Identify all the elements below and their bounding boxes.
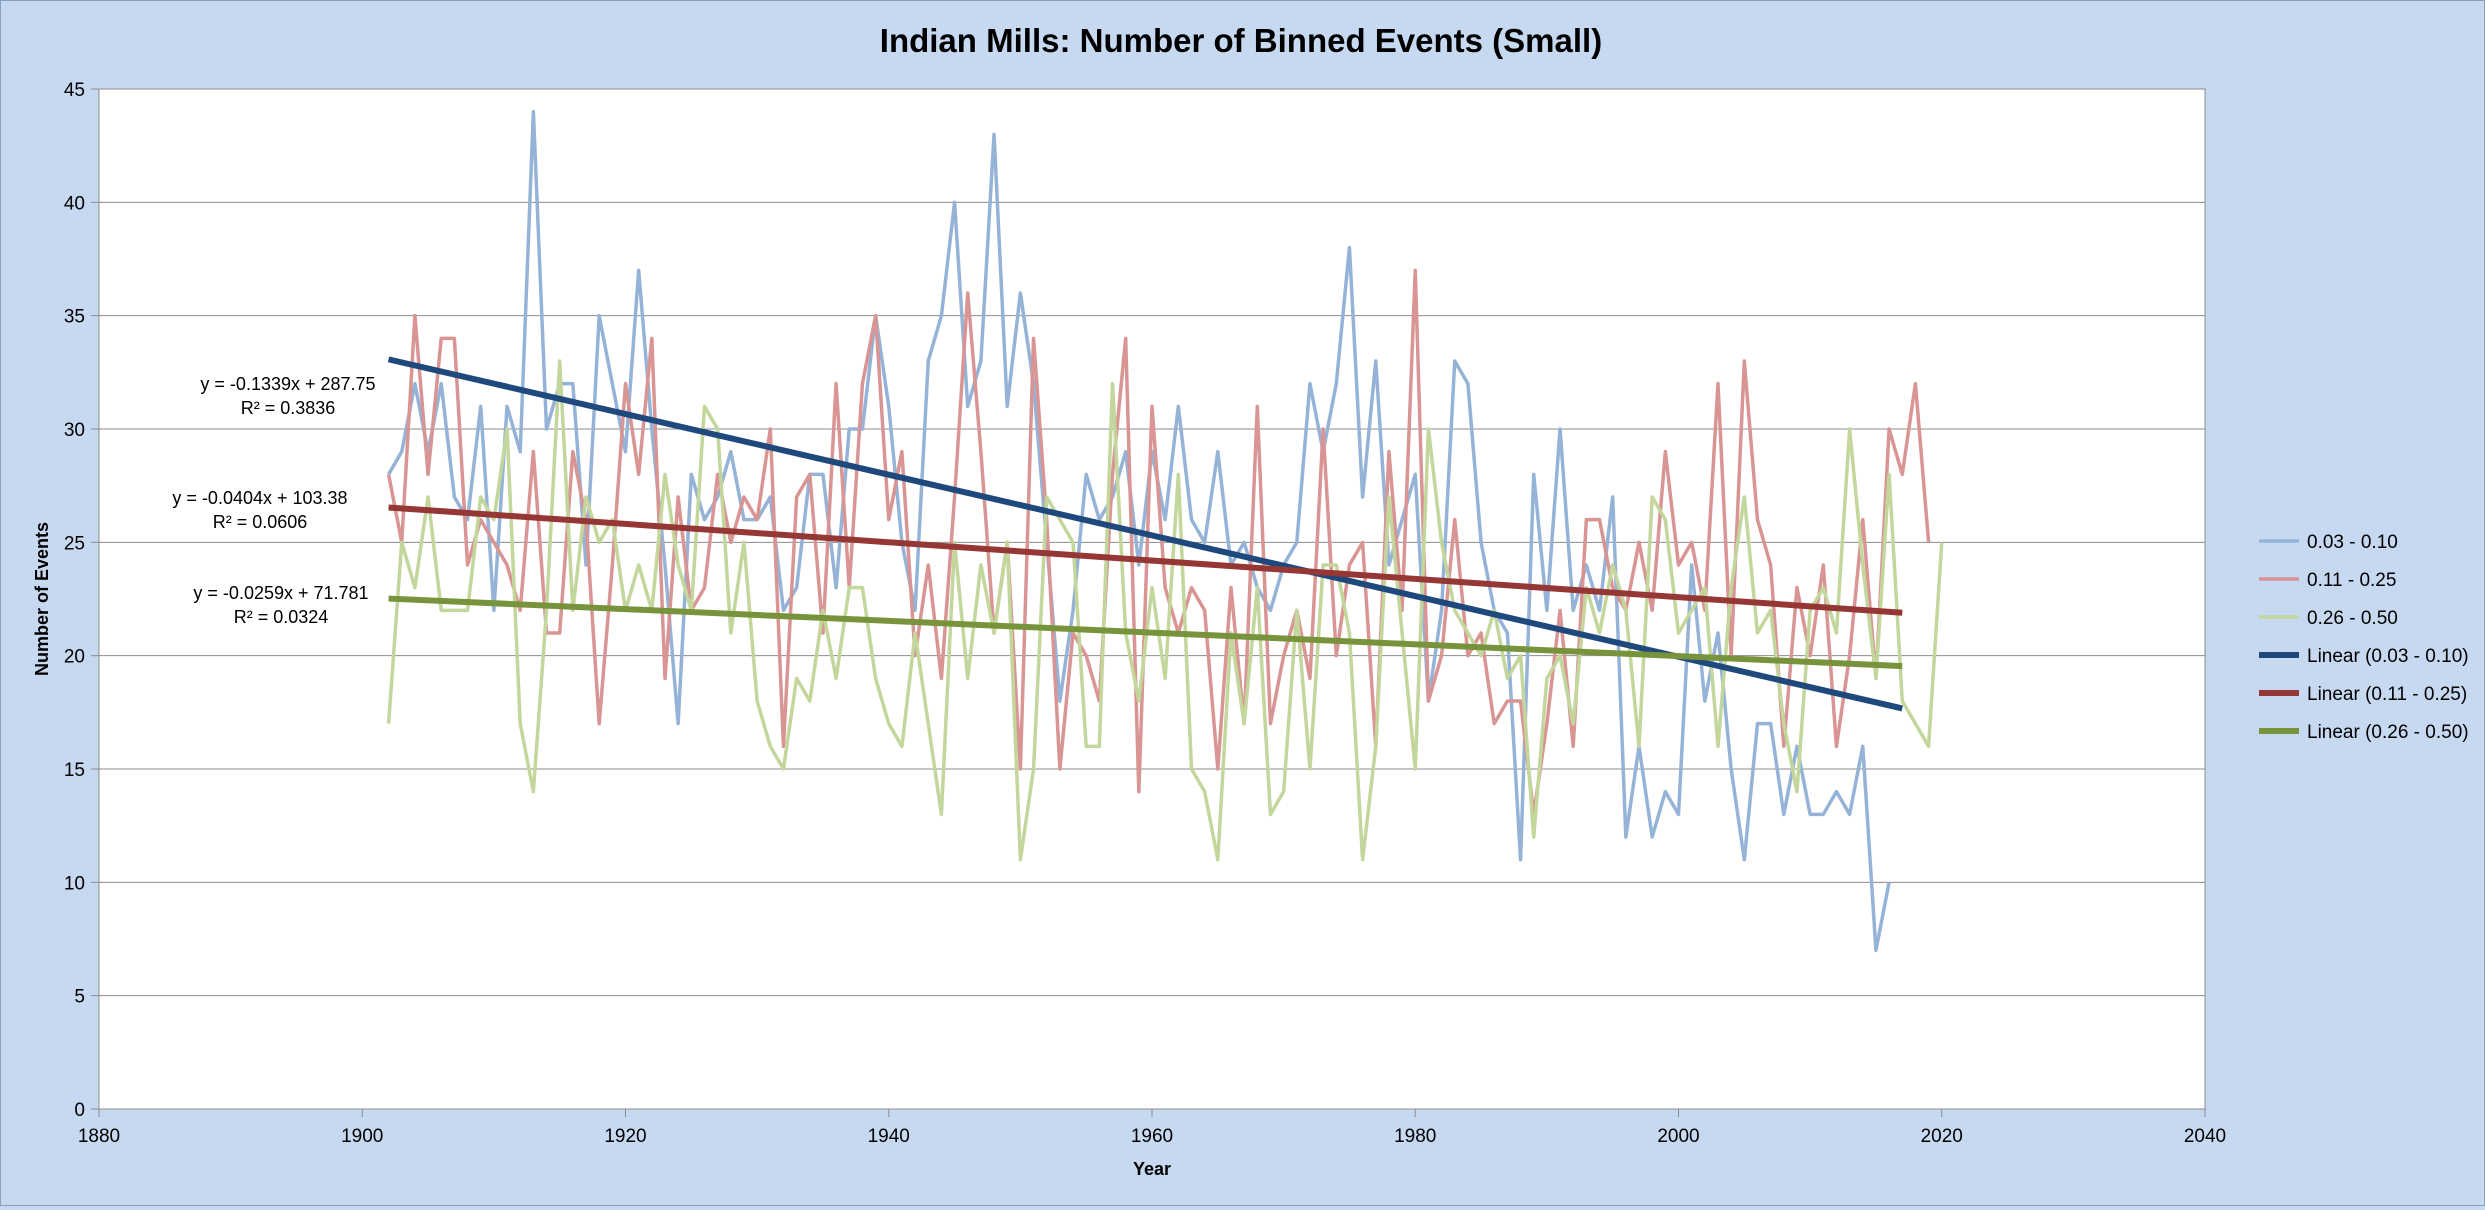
trendline-r-squared: R² = 0.0606 (213, 512, 308, 532)
y-tick-label: 25 (64, 533, 85, 554)
legend-label: 0.26 - 0.50 (2307, 608, 2398, 629)
x-tick-label: 1960 (1131, 1126, 1173, 1147)
trendline-equations: y = -0.1339x + 287.75 R² = 0.3836 y = -0.0… (172, 374, 375, 627)
x-tick-label: 2020 (1921, 1126, 1963, 1147)
trendline-3 (387, 356, 1903, 712)
trendline-r-squared: R² = 0.0324 (234, 607, 329, 627)
x-tick-label: 1880 (78, 1126, 120, 1147)
x-tick-label: 1920 (604, 1126, 646, 1147)
series-line-1 (386, 268, 1931, 817)
legend-label: 0.11 - 0.25 (2307, 570, 2396, 591)
legend: 0.03 - 0.10 0.11 - 0.25 0.26 - 0.50 Linear … (2259, 532, 2469, 743)
y-tick-label: 5 (74, 987, 85, 1008)
legend-label: 0.03 - 0.10 (2307, 532, 2398, 553)
trendlines (387, 356, 1903, 712)
x-tick-label: 1900 (341, 1126, 383, 1147)
y-tick-label: 35 (64, 307, 85, 328)
y-tick-label: 40 (64, 193, 85, 214)
chart-title: Indian Mills: Number of Binned Events (S… (880, 22, 1602, 59)
series-lines (386, 109, 1944, 953)
x-tick-label: 1980 (1394, 1126, 1436, 1147)
x-tick-label: 2000 (1657, 1126, 1699, 1147)
y-axis-label: Number of Events (32, 522, 52, 676)
trendline-equation: y = -0.0404x + 103.38 (172, 488, 347, 508)
legend-label: Linear (0.11 - 0.25) (2307, 684, 2467, 705)
series-line-2 (386, 359, 1944, 862)
y-tick-label: 20 (64, 647, 85, 668)
trendline-equation: y = -0.0259x + 71.781 (193, 583, 368, 603)
y-tick-label: 30 (64, 420, 85, 441)
trendline-4 (388, 504, 1903, 616)
y-tick-label: 0 (74, 1100, 85, 1121)
trendline-equation: y = -0.1339x + 287.75 (200, 374, 375, 394)
y-tick-label: 15 (64, 760, 85, 781)
x-tick-label: 2040 (2184, 1126, 2226, 1147)
trendline-r-squared: R² = 0.3836 (241, 398, 336, 418)
legend-label: Linear (0.03 - 0.10) (2307, 646, 2469, 667)
y-tick-label: 45 (64, 80, 85, 101)
x-tick-label: 1940 (868, 1126, 910, 1147)
axes: 0 5 10 15 20 25 30 35 40 45 1880 1900 1920 1940 1960 19… (64, 80, 2226, 1147)
legend-label: Linear (0.26 - 0.50) (2307, 722, 2469, 743)
trendline-5 (388, 595, 1903, 670)
y-tick-label: 10 (64, 873, 85, 894)
x-axis-label: Year (1133, 1159, 1171, 1179)
